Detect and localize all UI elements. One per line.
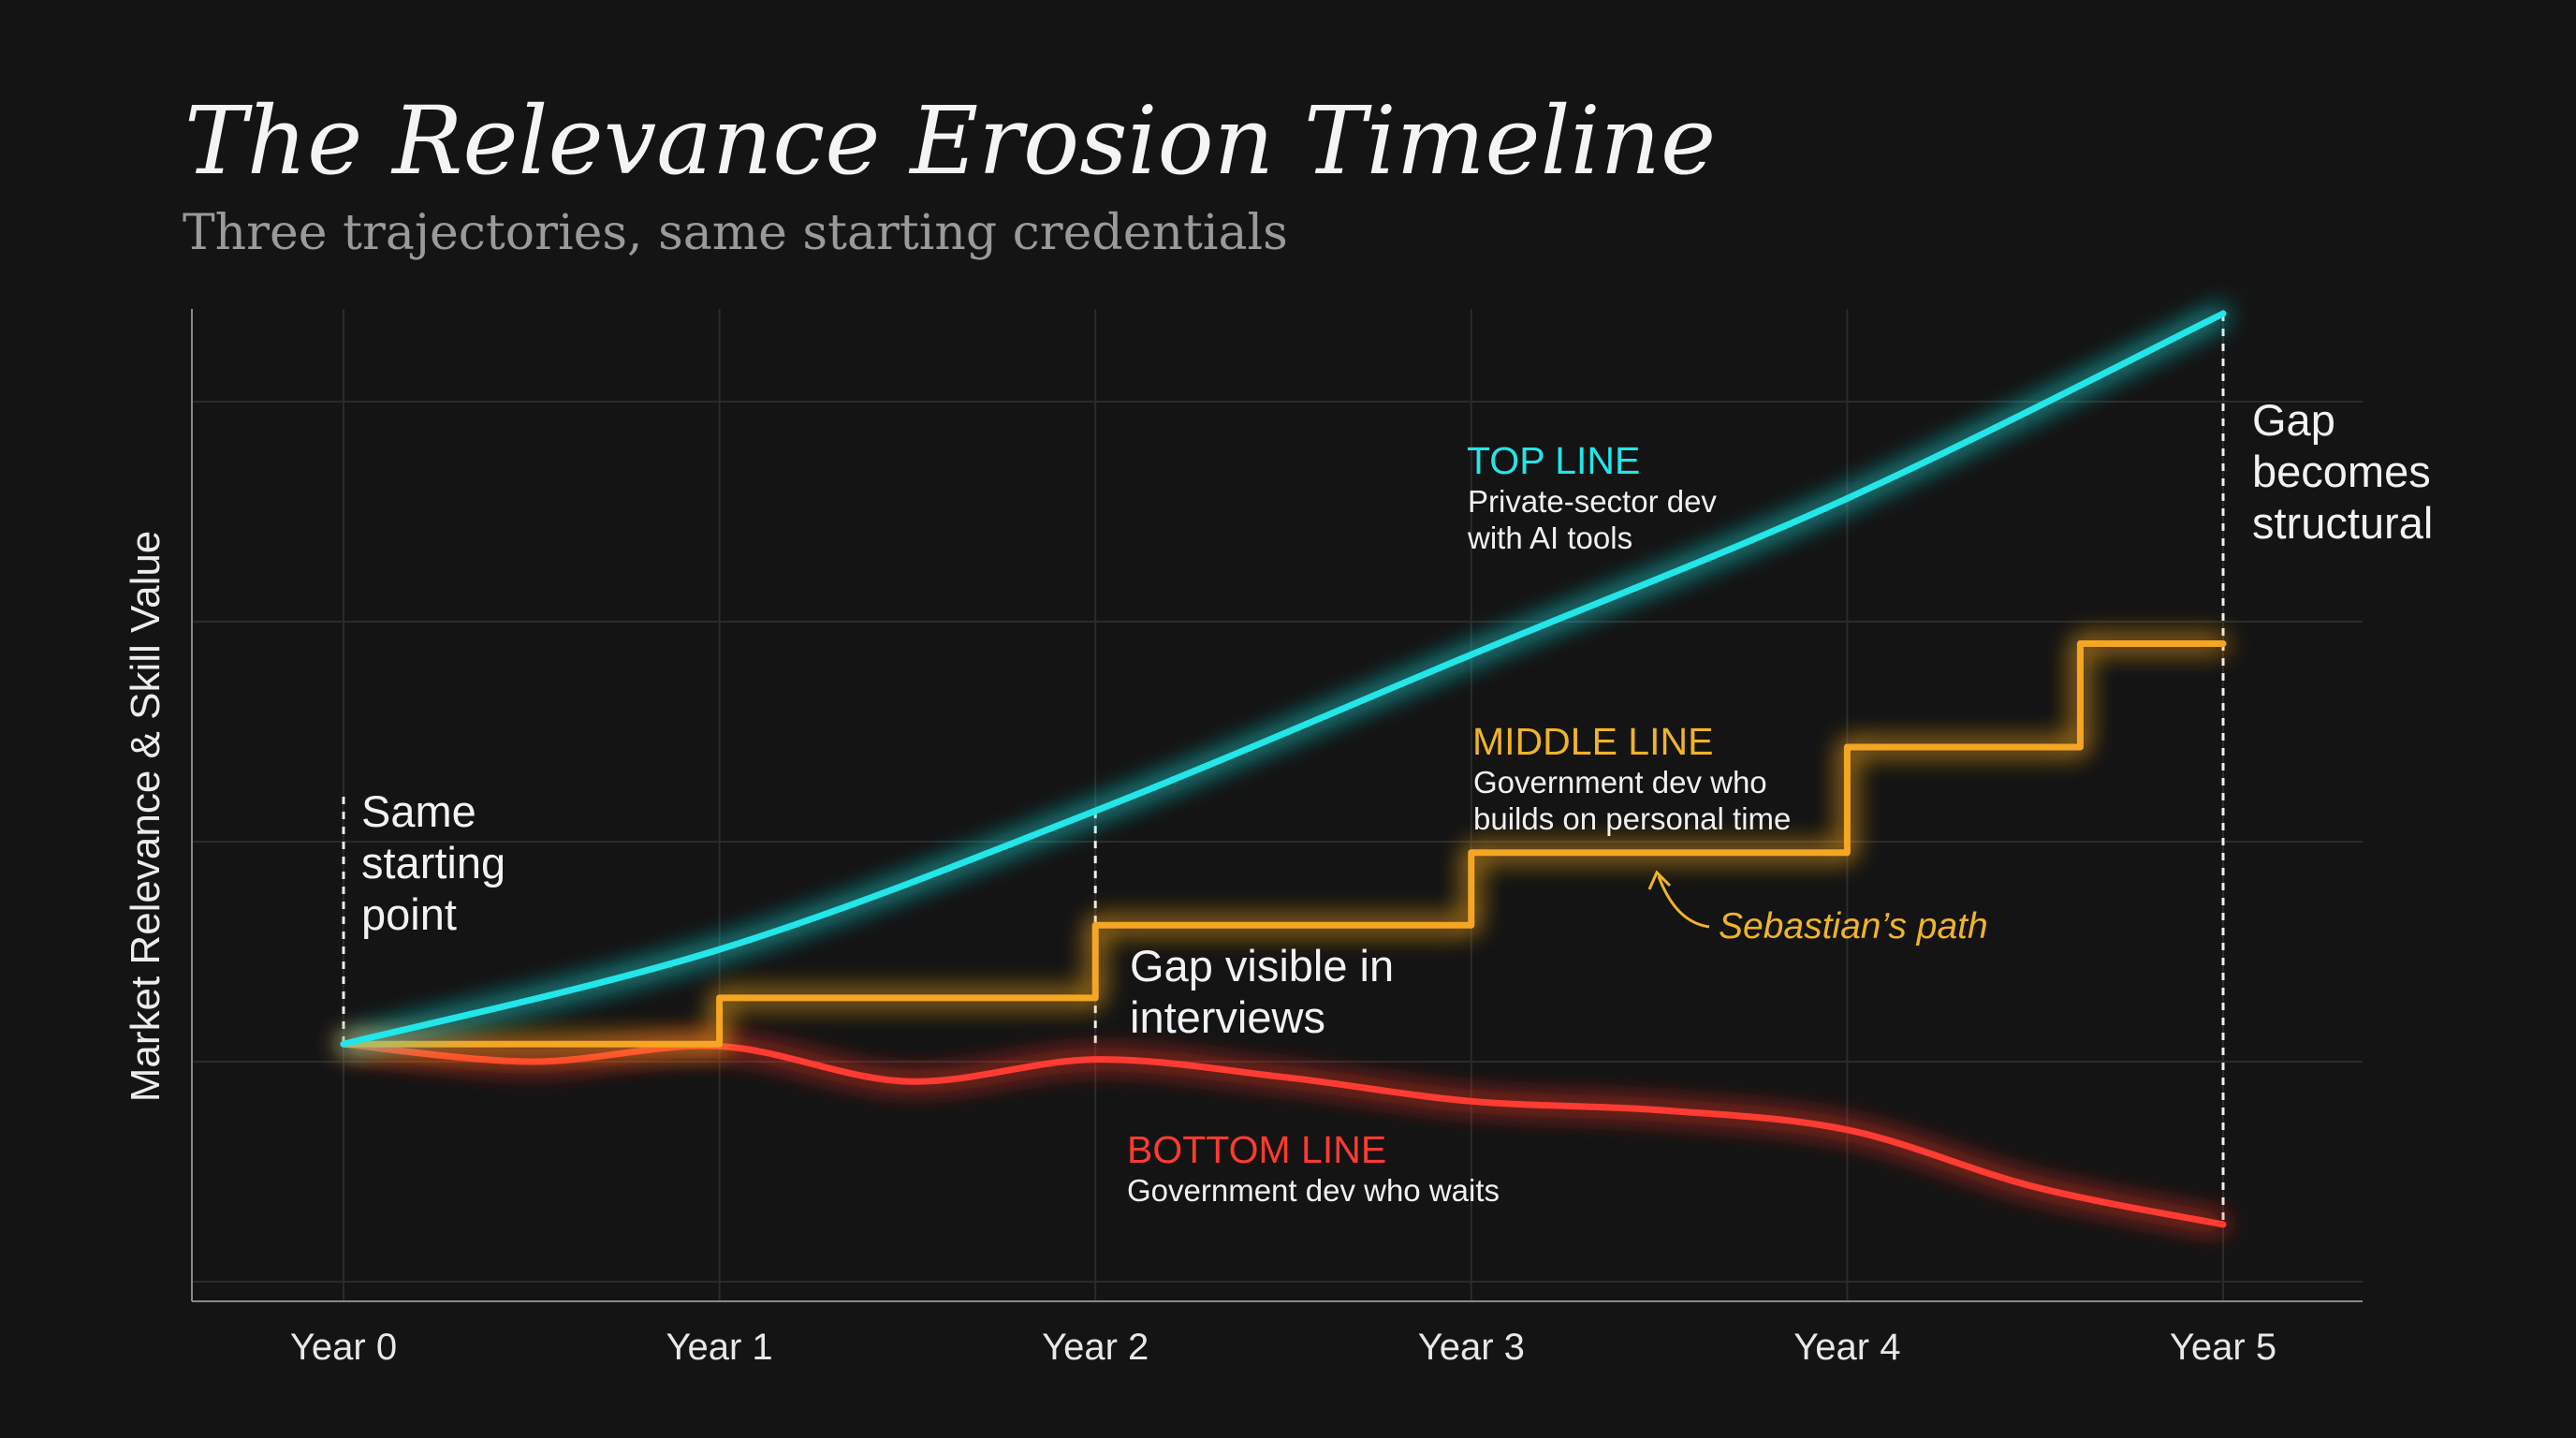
arrowhead-icon (1647, 870, 1672, 890)
series-desc-top: with AI tools (1467, 521, 1632, 555)
annotation-dotted-lines (342, 314, 2225, 1225)
annotation-line: structural (2252, 498, 2433, 548)
curved-arrow-icon (1657, 875, 1710, 929)
annotation-line: Same (361, 786, 476, 836)
series-lines (340, 310, 2227, 1228)
legend-middle-line: MIDDLE LINE Government dev who builds on… (1472, 720, 1791, 836)
annotation-line: interviews (1130, 992, 1325, 1042)
series-line-middle (340, 640, 2227, 1048)
annotation-gap-structural: Gap becomes structural (2252, 395, 2433, 548)
annotation-same-starting-point: Same starting point (361, 786, 505, 939)
x-tick-label: Year 3 (1418, 1327, 1525, 1368)
annotation-line: Gap visible in (1130, 941, 1394, 990)
legend-bottom-line: BOTTOM LINE Government dev who waits (1127, 1128, 1500, 1208)
sebastian-path-label: Sebastian’s path (1719, 906, 1988, 946)
annotation-line: starting (361, 838, 505, 888)
y-axis-label: Market Relevance & Skill Value (123, 531, 168, 1103)
annotation-sebastian-path: Sebastian’s path (1647, 870, 1988, 946)
series-desc-middle: Government dev who (1473, 765, 1767, 800)
series-desc-top: Private-sector dev (1468, 484, 1717, 519)
annotation-line: Gap (2252, 395, 2335, 445)
x-tick-label: Year 1 (666, 1327, 773, 1368)
x-tick-label: Year 5 (2170, 1327, 2276, 1368)
series-desc-middle: builds on personal time (1473, 801, 1791, 836)
series-desc-bottom: Government dev who waits (1127, 1173, 1500, 1208)
chart-subtitle: Three trajectories, same starting creden… (183, 205, 1288, 261)
series-line-top (340, 310, 2227, 1048)
annotation-line: point (361, 889, 457, 939)
series-line-bottom (340, 1040, 2227, 1228)
chart-title: The Relevance Erosion Timeline (184, 86, 1716, 196)
x-tick-label: Year 2 (1042, 1327, 1149, 1368)
series-name-middle: MIDDLE LINE (1472, 720, 1713, 763)
series-name-bottom: BOTTOM LINE (1127, 1128, 1386, 1171)
legend-top-line: TOP LINE Private-sector dev with AI tool… (1467, 439, 1717, 555)
x-tick-label: Year 4 (1793, 1327, 1900, 1368)
annotation-gap-visible: Gap visible in interviews (1130, 941, 1394, 1042)
x-tick-label: Year 0 (290, 1327, 397, 1368)
x-tick-labels: Year 0 Year 1 Year 2 Year 3 Year 4 Year 5 (290, 1327, 2276, 1368)
series-name-top: TOP LINE (1467, 439, 1640, 482)
annotation-line: becomes (2252, 447, 2431, 496)
